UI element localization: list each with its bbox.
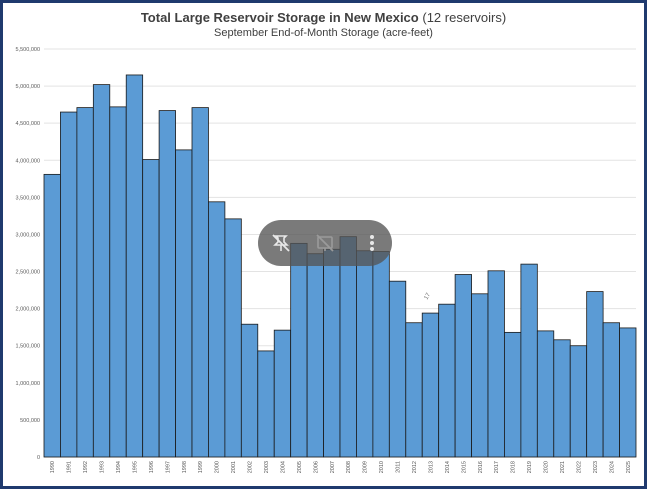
bar	[126, 75, 142, 457]
bar	[143, 160, 159, 457]
bar	[225, 219, 241, 457]
y-tick-label: 4,000,000	[16, 158, 40, 164]
x-tick-label: 2006	[313, 461, 319, 473]
x-tick-label: 2011	[396, 461, 402, 473]
bar	[422, 313, 438, 457]
more-vertical-icon[interactable]	[357, 228, 387, 258]
bar	[324, 249, 340, 457]
y-tick-label: 1,000,000	[16, 381, 40, 387]
x-tick-label: 2005	[297, 461, 303, 473]
bar	[93, 85, 109, 457]
bar	[537, 331, 553, 457]
x-tick-label: 2014	[445, 461, 451, 473]
y-tick-label: 0	[37, 455, 40, 461]
x-tick-label: 2022	[576, 461, 582, 473]
x-tick-label: 1992	[83, 461, 89, 473]
x-axis-tick-labels: 1990 1991 1992 1993 1994 1995 1996 1997 1998 1999…	[50, 461, 632, 473]
bar	[208, 202, 224, 457]
bar	[472, 294, 488, 457]
floating-toolbar	[258, 220, 392, 266]
bar	[587, 292, 603, 457]
bar	[340, 237, 356, 457]
bar	[356, 251, 372, 457]
bar	[258, 351, 274, 457]
x-tick-label: 2002	[248, 461, 254, 473]
bar	[77, 108, 93, 457]
x-tick-label: 2007	[330, 461, 336, 473]
x-tick-label: 2019	[527, 461, 533, 473]
bar	[44, 174, 60, 457]
bar	[307, 254, 323, 457]
y-tick-label: 3,000,000	[16, 232, 40, 238]
bar	[176, 150, 192, 457]
x-tick-label: 2016	[478, 461, 484, 473]
x-tick-label: 1995	[132, 461, 138, 473]
x-tick-label: 2000	[215, 461, 221, 473]
bar	[291, 243, 307, 457]
x-tick-label: 2004	[280, 461, 286, 473]
bar	[620, 328, 636, 457]
bar	[60, 112, 76, 457]
x-tick-label: 2021	[560, 461, 566, 473]
x-tick-label: 2010	[379, 461, 385, 473]
x-tick-label: 1990	[50, 461, 56, 473]
x-tick-label: 1994	[116, 461, 122, 473]
bar	[554, 340, 570, 457]
bar	[373, 252, 389, 457]
y-tick-label: 3,500,000	[16, 195, 40, 201]
bar	[488, 271, 504, 457]
x-tick-label: 2009	[363, 461, 369, 473]
bar	[110, 107, 126, 457]
x-tick-label: 1998	[182, 461, 188, 473]
bar	[241, 324, 257, 457]
bar	[192, 108, 208, 457]
bar	[504, 332, 520, 457]
x-tick-label: 2001	[231, 461, 237, 473]
y-tick-label: 4,500,000	[16, 121, 40, 127]
x-tick-label: 2024	[609, 461, 615, 473]
bar	[159, 111, 175, 457]
x-tick-label: 2012	[412, 461, 418, 473]
x-tick-label: 1996	[149, 461, 155, 473]
x-tick-label: 1999	[198, 461, 204, 473]
x-tick-label: 2017	[494, 461, 500, 473]
x-tick-label: 2023	[593, 461, 599, 473]
y-tick-label: 5,000,000	[16, 84, 40, 90]
y-axis-tick-labels: 0 500,000 1,000,000 1,500,000 2,000,000 2,500…	[16, 47, 40, 461]
bar	[389, 281, 405, 457]
x-tick-label: 2015	[461, 461, 467, 473]
x-tick-label: 2008	[346, 461, 352, 473]
chart-annotation: 17	[424, 292, 433, 301]
bar	[406, 323, 422, 457]
x-tick-label: 2013	[428, 461, 434, 473]
bar	[455, 275, 471, 457]
unpin-icon[interactable]	[266, 228, 296, 258]
y-tick-label: 2,500,000	[16, 270, 40, 276]
bar	[274, 330, 290, 457]
bar	[570, 346, 586, 457]
bar	[603, 323, 619, 457]
x-tick-label: 2020	[544, 461, 550, 473]
y-tick-label: 1,500,000	[16, 344, 40, 350]
bar	[439, 304, 455, 457]
y-tick-label: 2,000,000	[16, 307, 40, 313]
x-tick-label: 1991	[67, 461, 73, 473]
y-tick-label: 5,500,000	[16, 47, 40, 53]
y-tick-label: 500,000	[20, 418, 40, 424]
x-tick-label: 2003	[264, 461, 270, 473]
hide-icon[interactable]	[310, 228, 340, 258]
x-tick-label: 2018	[511, 461, 517, 473]
x-tick-label: 1993	[100, 461, 106, 473]
x-tick-label: 2025	[626, 461, 632, 473]
x-tick-label: 1997	[165, 461, 171, 473]
bar	[521, 264, 537, 457]
